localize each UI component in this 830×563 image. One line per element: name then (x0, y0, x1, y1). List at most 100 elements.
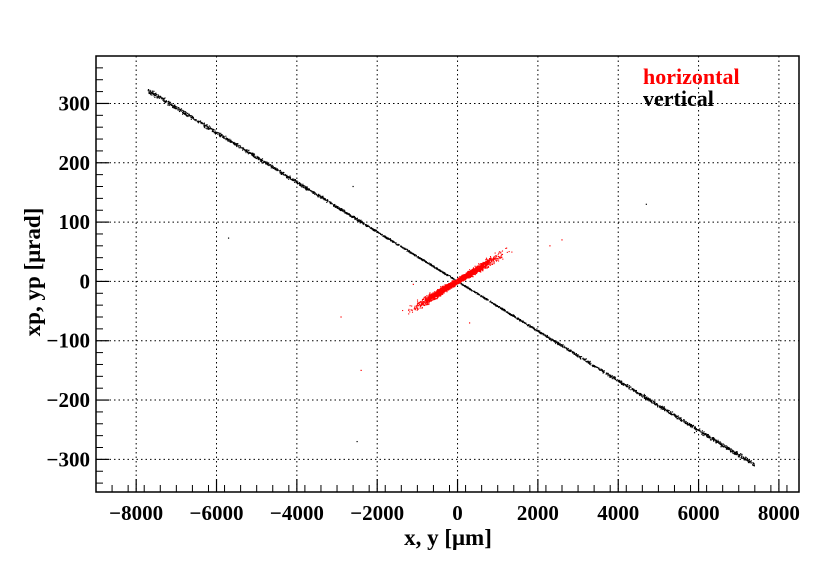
data-point (546, 334, 548, 337)
data-point (529, 324, 531, 326)
data-point (430, 296, 432, 298)
data-point (449, 283, 451, 285)
data-point (420, 304, 423, 306)
data-point (493, 257, 495, 259)
data-point (489, 262, 491, 264)
data-point (528, 326, 530, 328)
data-point (694, 427, 697, 429)
data-point (449, 286, 451, 288)
data-point (442, 271, 444, 273)
data-point (355, 217, 357, 219)
data-point (307, 188, 309, 190)
data-point (597, 368, 600, 370)
data-point (504, 310, 506, 312)
data-point (438, 269, 440, 271)
data-point (559, 344, 561, 346)
data-point (478, 266, 480, 268)
data-point (420, 306, 422, 308)
data-point (284, 173, 286, 176)
data-point (508, 313, 510, 315)
data-point (261, 162, 263, 164)
data-point (168, 101, 170, 103)
data-point (440, 271, 442, 273)
data-point (274, 168, 277, 170)
data-point (368, 226, 370, 228)
data-point (465, 277, 467, 279)
data-point (453, 282, 455, 284)
data-point (736, 452, 738, 454)
data-point (422, 260, 424, 262)
data-point (625, 385, 627, 387)
data-point (743, 459, 745, 461)
data-point (549, 338, 551, 340)
data-point (716, 441, 718, 443)
data-point (490, 259, 492, 261)
data-point (659, 405, 661, 407)
data-point (616, 380, 618, 382)
data-point (414, 309, 416, 311)
data-point (183, 112, 185, 114)
data-point (652, 402, 654, 404)
data-point (453, 278, 455, 280)
data-point (626, 385, 628, 387)
data-point (205, 127, 207, 129)
data-point (444, 274, 446, 276)
data-point (653, 401, 655, 403)
data-point (444, 284, 446, 286)
data-point (276, 169, 278, 171)
data-point (248, 149, 250, 151)
data-point (734, 453, 736, 455)
data-point (177, 108, 179, 110)
data-point (416, 303, 419, 305)
data-point (494, 255, 496, 257)
data-point (680, 419, 682, 421)
data-point (443, 285, 445, 287)
data-point (459, 276, 461, 278)
data-point (297, 181, 299, 183)
data-point (345, 212, 347, 214)
data-point (492, 257, 495, 259)
data-point (459, 281, 461, 283)
data-point (485, 260, 487, 262)
data-point (169, 102, 171, 104)
data-point (271, 166, 273, 168)
data-point (186, 112, 188, 114)
data-point (541, 333, 543, 335)
data-point (453, 281, 455, 283)
data-point (156, 93, 158, 96)
data-point (190, 117, 192, 119)
data-point (261, 159, 263, 161)
data-point (167, 104, 169, 106)
data-point (354, 215, 356, 218)
data-point (646, 398, 648, 400)
data-point (280, 173, 282, 175)
data-point (179, 109, 181, 111)
data-point (500, 256, 502, 258)
data-point (257, 157, 259, 159)
data-point (442, 286, 444, 288)
data-point (430, 263, 432, 265)
data-point (706, 436, 708, 438)
data-point (183, 110, 185, 113)
data-point (446, 273, 448, 276)
data-point (557, 344, 559, 346)
data-point (344, 211, 346, 213)
data-point (508, 251, 510, 253)
data-point (493, 261, 495, 263)
data-point (578, 355, 580, 357)
data-point (656, 404, 658, 406)
data-point (474, 274, 476, 276)
data-point (677, 415, 679, 418)
data-point (701, 432, 703, 434)
data-point (200, 123, 202, 125)
data-point (241, 147, 243, 149)
data-point (296, 182, 299, 184)
data-point (662, 408, 664, 410)
data-point (607, 372, 609, 374)
data-point (221, 136, 224, 138)
data-point (330, 202, 332, 204)
data-point (640, 394, 642, 396)
data-point (494, 304, 496, 306)
data-point (499, 256, 501, 258)
data-point (407, 251, 410, 253)
